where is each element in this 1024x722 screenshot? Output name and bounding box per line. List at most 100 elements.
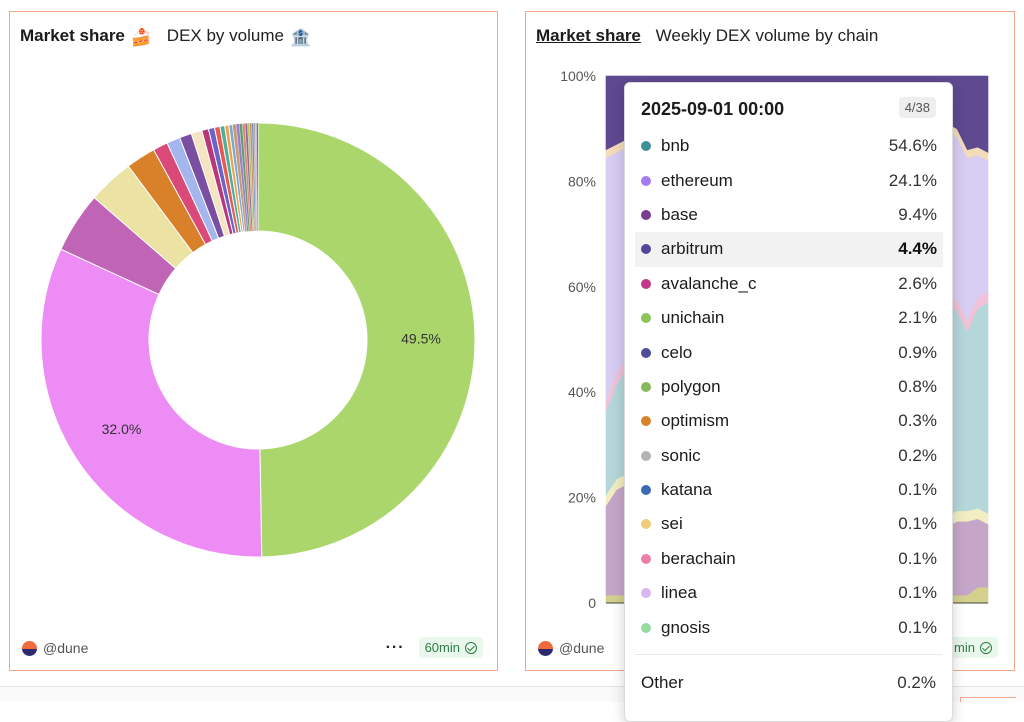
tooltip-row: sonic 0.2%: [635, 439, 943, 473]
donut-slice-1[interactable]: [40, 248, 263, 558]
y-tick-label-2: 40%: [568, 384, 596, 400]
right-title[interactable]: Market share: [536, 26, 641, 45]
tooltip-row: bnb 54.6%: [635, 129, 943, 163]
tooltip-row-value: 2.6%: [898, 273, 937, 293]
tooltip-row-name: linea: [661, 583, 697, 603]
tooltip-row-value: 0.3%: [898, 411, 937, 431]
tooltip-row-value: 24.1%: [888, 170, 937, 190]
tooltip-other-value: 0.2%: [897, 673, 936, 692]
series-dot-icon: [641, 313, 651, 324]
tooltip-row-name: base: [661, 204, 698, 224]
tooltip-date: 2025-09-01 00:00: [641, 99, 785, 119]
left-panel-title: Market share 🍰 DEX by volume 🏦: [20, 26, 311, 48]
series-dot-icon: [641, 381, 651, 392]
donut-slice-label-1: 32.0%: [102, 421, 142, 437]
dune-logo-icon: [22, 640, 37, 656]
series-dot-icon: [641, 450, 651, 461]
tooltip-row-name: unichain: [661, 308, 725, 328]
series-dot-icon: [641, 519, 651, 530]
tooltip-row-name: celo: [661, 342, 693, 362]
series-dot-icon: [641, 141, 651, 152]
y-tick-label-1: 20%: [568, 490, 596, 506]
series-dot-icon: [641, 416, 651, 427]
tooltip-row: linea 0.1%: [635, 576, 943, 610]
tooltip-row: berachain 0.1%: [635, 542, 943, 576]
tooltip-rows: bnb 54.6% ethereum 24.1% base 9.4% arbitrum 4.4…: [635, 129, 943, 645]
refresh-badge[interactable]: 60min: [418, 637, 483, 658]
next-panel-edge: [960, 697, 1016, 702]
tooltip-row: base 9.4%: [635, 198, 943, 232]
series-dot-icon: [641, 278, 651, 289]
right-author: @dune: [559, 640, 605, 656]
y-tick-label-4: 80%: [568, 173, 596, 189]
tooltip-divider: [635, 654, 942, 655]
check-circle-icon: [465, 641, 477, 654]
tooltip-row: ethereum 24.1%: [635, 163, 943, 197]
series-dot-icon: [641, 622, 651, 633]
tooltip-row-value: 54.6%: [888, 136, 937, 156]
series-dot-icon: [641, 553, 651, 564]
cake-icon: 🍰: [130, 28, 153, 47]
tooltip-counter: 4/38: [898, 97, 936, 118]
tooltip-row-value: 9.4%: [898, 204, 937, 224]
tooltip-row-name: ethereum: [661, 170, 733, 190]
donut-slice-0[interactable]: [257, 122, 476, 558]
tooltip-row-name: sei: [661, 514, 683, 534]
left-author: @dune: [43, 640, 89, 656]
y-tick-label-5: 100%: [560, 68, 596, 84]
series-dot-icon: [641, 485, 651, 496]
tooltip-row-name: sonic: [661, 445, 701, 465]
y-tick-label-0: 0: [588, 595, 596, 611]
tooltip-row-value: 0.1%: [898, 583, 937, 603]
tooltip-row: polygon 0.8%: [635, 370, 943, 404]
dex-by-volume-panel: Market share 🍰 DEX by volume 🏦 49.5% 32.0% …: [9, 11, 498, 671]
more-options-button[interactable]: ···: [385, 638, 405, 656]
dune-logo-icon: [538, 640, 553, 656]
tooltip-other-row: Other 0.2%: [641, 673, 936, 693]
tooltip-row: arbitrum 4.4%: [635, 232, 943, 267]
tooltip-row-value: 0.8%: [898, 376, 937, 396]
series-dot-icon: [641, 175, 651, 186]
donut-slice-25[interactable]: [256, 122, 259, 232]
right-footer-author[interactable]: @dune: [538, 640, 604, 656]
right-subtitle: Weekly DEX volume by chain: [655, 26, 879, 45]
series-dot-icon: [641, 347, 651, 358]
right-panel-title: Market share Weekly DEX volume by chain: [536, 26, 878, 46]
tooltip-row: optimism 0.3%: [635, 404, 943, 438]
tooltip-row-name: berachain: [661, 548, 736, 568]
donut-chart[interactable]: 49.5% 32.0%: [10, 12, 499, 672]
refresh-interval: min: [954, 640, 975, 655]
left-footer-author[interactable]: @dune: [22, 640, 88, 656]
tooltip-row-name: avalanche_c: [661, 273, 757, 293]
tooltip-row: sei 0.1%: [635, 507, 943, 541]
y-tick-label-3: 60%: [568, 279, 596, 295]
check-circle-icon: [980, 641, 992, 654]
tooltip-row-name: gnosis: [661, 617, 711, 637]
tooltip-row-name: optimism: [661, 411, 730, 431]
right-footer-actions: min: [948, 637, 998, 658]
tooltip-row-value: 0.1%: [898, 548, 937, 568]
tooltip-row-name: polygon: [661, 376, 721, 396]
tooltip-row-value: 0.1%: [898, 480, 937, 500]
series-dot-icon: [641, 588, 651, 599]
donut-slice-label-0: 49.5%: [401, 331, 441, 347]
tooltip-row-name: arbitrum: [661, 239, 724, 259]
bank-icon: 🏦: [289, 28, 312, 47]
tooltip-row: gnosis 0.1%: [635, 610, 943, 644]
tooltip-row-value: 0.1%: [898, 514, 937, 534]
tooltip-row: celo 0.9%: [635, 335, 943, 369]
tooltip-row-name: katana: [661, 480, 713, 500]
refresh-interval: 60min: [424, 640, 460, 655]
chart-tooltip: 2025-09-01 00:00 4/38 bnb 54.6% ethereum 24…: [624, 82, 953, 722]
left-title[interactable]: Market share: [20, 26, 125, 45]
tooltip-row: unichain 2.1%: [635, 301, 943, 335]
tooltip-row: katana 0.1%: [635, 473, 943, 507]
left-subtitle: DEX by volume: [166, 26, 284, 45]
tooltip-row-name: bnb: [661, 136, 690, 156]
series-dot-icon: [641, 244, 651, 255]
refresh-badge[interactable]: min: [948, 637, 998, 658]
tooltip-row-value: 0.9%: [898, 342, 937, 362]
left-footer-actions: ··· 60min: [386, 637, 483, 658]
tooltip-row-value: 2.1%: [898, 308, 937, 328]
series-dot-icon: [641, 209, 651, 220]
